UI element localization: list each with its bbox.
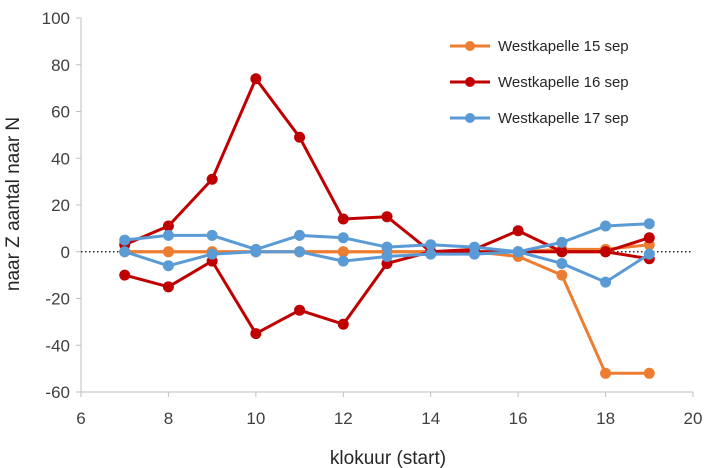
data-point (337, 246, 349, 258)
y-tick-label: -20 (45, 290, 70, 309)
x-tick-label: 12 (334, 409, 353, 428)
data-point (206, 173, 218, 185)
legend-item: Westkapelle 17 sep (450, 110, 629, 127)
data-point (600, 220, 612, 232)
x-axis-title: klokuur (start) (330, 448, 446, 468)
data-point (600, 246, 612, 258)
data-point (556, 257, 568, 269)
y-tick-label: 20 (51, 196, 70, 215)
data-point (425, 248, 437, 260)
data-point (162, 281, 174, 293)
data-point (512, 225, 524, 237)
data-point (337, 318, 349, 330)
y-axis-title: naar Z aantal naar N (3, 117, 24, 291)
data-point (556, 269, 568, 281)
legend-label: Westkapelle 17 sep (498, 110, 629, 127)
data-point (119, 234, 131, 246)
data-point (468, 248, 480, 260)
data-point (381, 250, 393, 262)
data-point (643, 232, 655, 244)
legend: Westkapelle 15 sep Westkapelle 16 sep West… (450, 38, 629, 127)
legend-item: Westkapelle 16 sep (450, 74, 629, 91)
data-point (556, 246, 568, 258)
data-point (294, 229, 306, 241)
data-point (425, 239, 437, 251)
y-tick-label: 60 (51, 103, 70, 122)
data-point (600, 276, 612, 288)
data-point (643, 248, 655, 260)
data-point (643, 218, 655, 230)
x-tick-label: 14 (421, 409, 440, 428)
data-point (162, 246, 174, 258)
data-point (643, 367, 655, 379)
axes: -60 -40 -20 0 20 40 60 80 100 6 8 10 12 14 16 18 20 (42, 9, 703, 428)
series-3 (119, 218, 655, 288)
x-tick-label: 6 (76, 409, 85, 428)
x-tick-label: 8 (164, 409, 173, 428)
data-point (600, 367, 612, 379)
data-point (381, 211, 393, 223)
data-point (294, 131, 306, 143)
plot-area (81, 73, 693, 379)
data-point (119, 246, 131, 258)
data-point (381, 241, 393, 253)
data-point (250, 246, 262, 258)
data-point (206, 229, 218, 241)
data-point (337, 213, 349, 225)
legend-swatch-marker (465, 113, 475, 123)
x-tick-label: 20 (684, 409, 703, 428)
x-tick-label: 10 (246, 409, 265, 428)
legend-label: Westkapelle 15 sep (498, 38, 629, 55)
legend-swatch-marker (465, 41, 475, 51)
data-point (512, 246, 524, 258)
data-point (119, 269, 131, 281)
x-tick-label: 18 (596, 409, 615, 428)
y-tick-label: 40 (51, 149, 70, 168)
data-point (294, 304, 306, 316)
legend-swatch-marker (465, 77, 475, 87)
data-point (162, 220, 174, 232)
data-point (294, 246, 306, 258)
data-point (162, 229, 174, 241)
legend-label: Westkapelle 16 sep (498, 74, 629, 91)
data-point (250, 73, 262, 85)
data-point (206, 248, 218, 260)
y-tick-label: 100 (42, 9, 70, 28)
y-tick-label: -60 (45, 383, 70, 402)
data-point (556, 236, 568, 248)
y-tick-label: 80 (51, 56, 70, 75)
data-point (162, 260, 174, 272)
y-tick-label: 0 (61, 243, 70, 262)
data-point (337, 232, 349, 244)
x-tick-label: 16 (509, 409, 528, 428)
legend-item: Westkapelle 15 sep (450, 38, 629, 55)
data-point (337, 255, 349, 267)
y-tick-label: -40 (45, 336, 70, 355)
data-point (250, 328, 262, 340)
